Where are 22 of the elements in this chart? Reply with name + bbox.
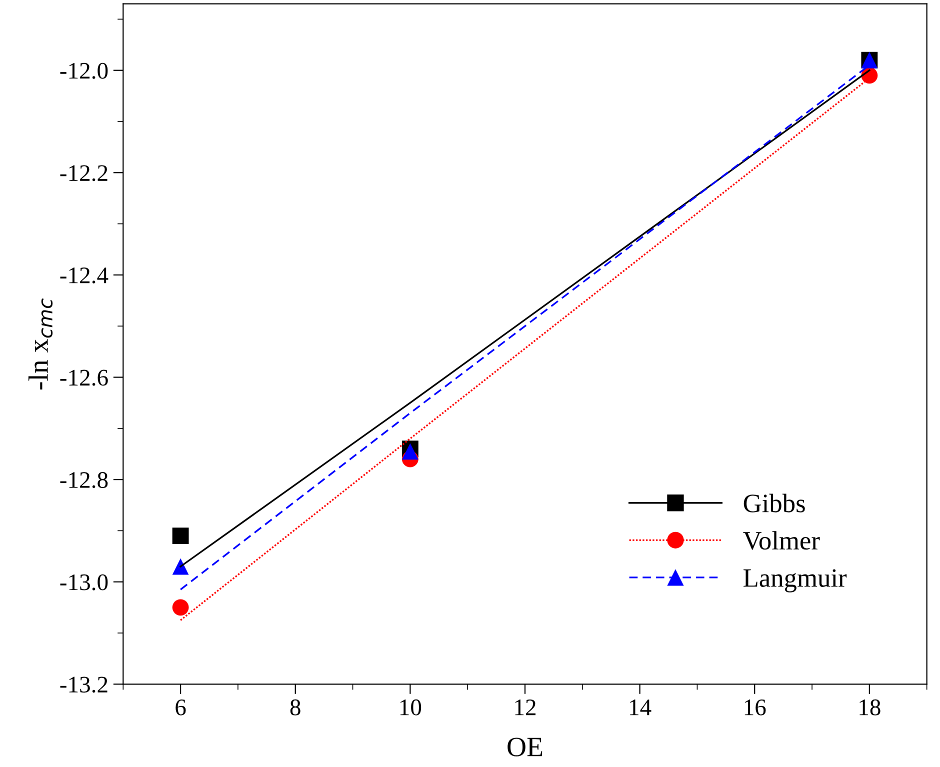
x-axis-title: OE xyxy=(508,738,542,756)
x-tick-label: 18 xyxy=(860,699,880,716)
x-tick-label: 8 xyxy=(290,699,300,716)
x-tick-label: 12 xyxy=(515,699,536,716)
x-tick-label: 16 xyxy=(744,699,766,716)
point xyxy=(172,558,189,575)
legend-label: Gibbs xyxy=(744,494,805,512)
legend-label: Langmuir xyxy=(744,569,847,592)
point xyxy=(172,528,189,544)
y-tick-label: -13.2 xyxy=(60,676,108,693)
legend-label: Volmer xyxy=(743,531,820,550)
x-tick-label: 6 xyxy=(176,699,186,716)
y-tick-label: -12.2 xyxy=(60,165,108,182)
y-tick-label: -12.0 xyxy=(60,62,108,79)
y-tick-label: -12.8 xyxy=(60,472,108,488)
y-tick-label: -12.6 xyxy=(60,370,108,386)
x-tick-label: 14 xyxy=(630,700,652,716)
x-tick-label: 10 xyxy=(400,699,422,716)
y-tick-label: -13.0 xyxy=(60,574,108,590)
y-axis-title: -ln x$_{cmc}$ xyxy=(28,298,53,390)
y-tick-label: -12.4 xyxy=(60,268,108,284)
point xyxy=(172,599,189,616)
